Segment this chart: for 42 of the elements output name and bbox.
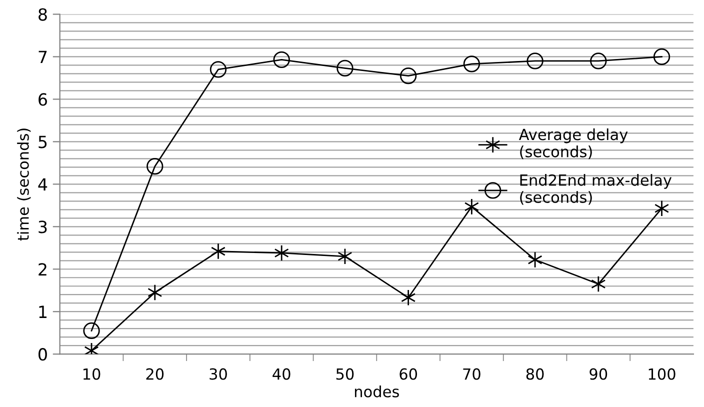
point — [526, 52, 544, 70]
point — [83, 322, 100, 340]
y-tick-label: 0 — [38, 348, 47, 361]
y-tick-label: 5 — [38, 136, 47, 148]
legend-label: Average delay (seconds) — [518, 128, 628, 160]
point — [336, 60, 354, 77]
y-tick-label: 4 — [38, 178, 48, 190]
point — [591, 276, 606, 292]
point — [654, 200, 670, 217]
point — [146, 158, 164, 175]
y-tick-label: 8 — [38, 8, 47, 21]
y-tick-label: 7 — [38, 50, 47, 64]
point — [210, 61, 227, 78]
point — [148, 284, 162, 301]
y-tick-label: 3 — [38, 220, 47, 234]
x-tick-label: 20 — [146, 368, 164, 380]
point — [273, 51, 290, 68]
legend-label: End2End max-delay (seconds) — [520, 174, 672, 205]
point — [400, 68, 417, 84]
x-tick-label: 10 — [83, 368, 100, 380]
x-axis-title: nodes — [354, 386, 399, 398]
point — [210, 242, 226, 260]
point — [464, 198, 479, 216]
x-tick-label: 90 — [590, 368, 608, 380]
x-tick-label: 70 — [463, 368, 480, 380]
x-tick-label: 60 — [400, 368, 418, 380]
x-tick-label: 30 — [210, 368, 227, 380]
x-tick-label: 80 — [526, 368, 544, 380]
point — [590, 52, 607, 70]
y-tick-label: 6 — [38, 93, 47, 106]
point — [528, 251, 542, 268]
point — [653, 48, 670, 66]
x-tick-label: 40 — [272, 368, 290, 380]
point — [338, 248, 352, 265]
point — [401, 289, 416, 306]
point — [274, 244, 289, 262]
y-tick-label: 1 — [39, 306, 46, 318]
point — [463, 56, 480, 72]
y-tick-label: 2 — [38, 263, 46, 276]
x-tick-label: 100 — [648, 368, 676, 380]
x-tick-label: 50 — [336, 368, 354, 380]
y-axis-title: time (seconds) — [17, 128, 31, 241]
